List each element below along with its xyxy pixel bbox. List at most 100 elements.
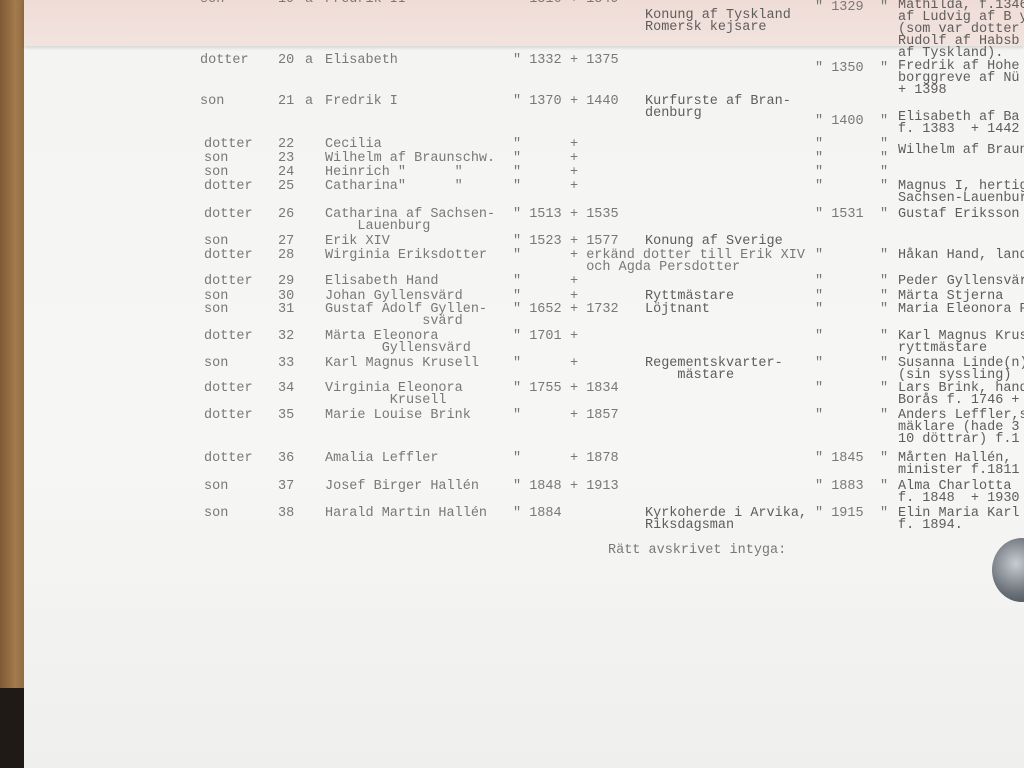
relation-cell: dotter bbox=[204, 207, 253, 222]
name-cell: Elisabeth Hand bbox=[325, 274, 439, 289]
birth-cell: " bbox=[513, 151, 522, 166]
relation-cell: son bbox=[200, 0, 224, 6]
ditto-cell: " bbox=[880, 179, 889, 194]
marriage-cell: " 1883 bbox=[815, 479, 864, 494]
ditto-cell: " bbox=[880, 506, 889, 521]
birth-cell: " 1316 bbox=[513, 0, 562, 6]
relation-cell: son bbox=[204, 506, 229, 521]
death-cell: + bbox=[570, 329, 579, 344]
death-cell: + 1878 bbox=[570, 451, 619, 466]
death-cell: + bbox=[570, 151, 579, 166]
relation-cell: son bbox=[204, 356, 229, 371]
relation-cell: son bbox=[200, 94, 225, 109]
death-cell: + 1440 bbox=[570, 94, 619, 109]
suffix-cell: a bbox=[305, 94, 314, 109]
ditto-cell: " bbox=[880, 274, 889, 289]
ditto-cell: " bbox=[880, 151, 889, 166]
birth-cell: " 1884 bbox=[513, 506, 562, 521]
relation-cell: son bbox=[204, 151, 229, 166]
relation-cell: son bbox=[204, 234, 229, 249]
birth-cell: " bbox=[513, 289, 522, 304]
death-cell: + bbox=[570, 165, 579, 180]
birth-cell: " 1755 bbox=[513, 381, 562, 396]
relation-cell: dotter bbox=[204, 248, 253, 263]
ditto-cell: " bbox=[880, 207, 889, 222]
number-cell: 20 bbox=[278, 53, 295, 68]
ditto-cell: " bbox=[880, 381, 889, 396]
spouse-cell: Gustaf Eriksson V bbox=[898, 207, 1024, 222]
birth-cell: " bbox=[513, 274, 522, 289]
number-cell: 26 bbox=[278, 207, 295, 222]
ditto-cell: " bbox=[880, 329, 889, 344]
birth-cell: " 1652 bbox=[513, 302, 562, 317]
name-cell: Märta Eleonora Gyllensvärd bbox=[325, 329, 471, 356]
name-cell: Amalia Leffler bbox=[325, 451, 439, 466]
name-cell: Elisabeth bbox=[325, 53, 398, 68]
ditto-cell: " bbox=[880, 356, 889, 371]
title-cell: Löjtnant bbox=[645, 302, 710, 317]
relation-cell: son bbox=[204, 165, 229, 180]
ditto-cell: " bbox=[880, 289, 889, 304]
name-cell: Josef Birger Hallén bbox=[325, 479, 479, 494]
name-cell: Catharina" " bbox=[325, 179, 463, 194]
number-cell: 25 bbox=[278, 179, 295, 194]
name-cell: Johan Gyllensvärd bbox=[325, 289, 463, 304]
birth-cell: " bbox=[513, 165, 522, 180]
ditto-cell: " bbox=[880, 479, 889, 494]
table-shadow bbox=[0, 688, 24, 768]
number-cell: 28 bbox=[278, 248, 295, 263]
marriage-cell: " 1845 bbox=[815, 451, 864, 466]
marriage-cell: " bbox=[815, 356, 824, 371]
birth-cell: " bbox=[513, 137, 522, 152]
marriage-cell: " bbox=[815, 329, 824, 344]
relation-cell: dotter bbox=[204, 408, 253, 423]
marriage-cell: " bbox=[815, 289, 824, 304]
spouse-cell: Märta Stjerna bbox=[898, 289, 1004, 304]
marriage-cell: " 1329 bbox=[815, 0, 864, 15]
name-cell: Heinrich " " bbox=[325, 165, 463, 180]
wooden-table bbox=[0, 0, 26, 768]
number-cell: 33 bbox=[278, 356, 295, 371]
relation-cell: son bbox=[204, 479, 229, 494]
title-cell: Konung af Sverige bbox=[645, 234, 783, 249]
death-cell: + 1834 bbox=[570, 381, 619, 396]
marriage-cell: " bbox=[815, 179, 824, 194]
number-cell: 22 bbox=[278, 137, 295, 152]
marriage-cell: " bbox=[815, 381, 824, 396]
number-cell: 23 bbox=[278, 151, 295, 166]
marriage-cell: " bbox=[815, 248, 824, 263]
number-cell: 21 bbox=[278, 94, 295, 109]
relation-cell: dotter bbox=[204, 179, 253, 194]
birth-cell: " 1370 bbox=[513, 94, 562, 109]
marriage-cell: " 1531 bbox=[815, 207, 864, 222]
spouse-cell: Mårten Hallén, minister f.1811 bbox=[898, 451, 1020, 478]
spouse-cell: Håkan Hand, land bbox=[898, 248, 1024, 263]
marriage-cell: " 1350 bbox=[815, 61, 864, 76]
name-cell: Wirginia Eriksdotter bbox=[325, 248, 488, 263]
title-cell: Ryttmästare bbox=[645, 289, 735, 304]
death-cell: + bbox=[570, 356, 579, 371]
spouse-cell: Susanna Linde(n) (sin syssling) bbox=[898, 356, 1024, 383]
spouse-cell: Peder Gyllensvär bbox=[898, 274, 1024, 289]
ditto-cell: " bbox=[880, 0, 889, 15]
death-cell: + 1732 bbox=[570, 302, 619, 317]
marriage-cell: " bbox=[815, 137, 824, 152]
name-cell: Karl Magnus Krusell bbox=[325, 356, 479, 371]
name-cell: Marie Louise Brink bbox=[325, 408, 471, 423]
birth-cell: " bbox=[513, 408, 522, 423]
ditto-cell: " bbox=[880, 114, 889, 129]
name-cell: Wilhelm af Braunschw. bbox=[325, 151, 496, 166]
spouse-cell: Karl Magnus Krus ryttmästare bbox=[898, 329, 1024, 356]
death-cell: + 1577 bbox=[570, 234, 619, 249]
name-cell: Fredrik I bbox=[325, 94, 398, 109]
suffix-cell: a bbox=[305, 0, 313, 6]
name-cell: Erik XIV bbox=[325, 234, 390, 249]
ditto-cell: " bbox=[880, 137, 889, 152]
number-cell: 38 bbox=[278, 506, 295, 521]
death-cell: + 1375 bbox=[570, 53, 619, 68]
name-cell: Gustaf Adolf Gyllen- svärd bbox=[325, 302, 488, 329]
death-cell: + bbox=[570, 289, 579, 304]
spouse-cell: Lars Brink, hand Borås f. 1746 + bbox=[898, 381, 1024, 408]
spouse-cell: Maria Eleonora P bbox=[898, 302, 1024, 317]
death-cell: + bbox=[570, 179, 579, 194]
